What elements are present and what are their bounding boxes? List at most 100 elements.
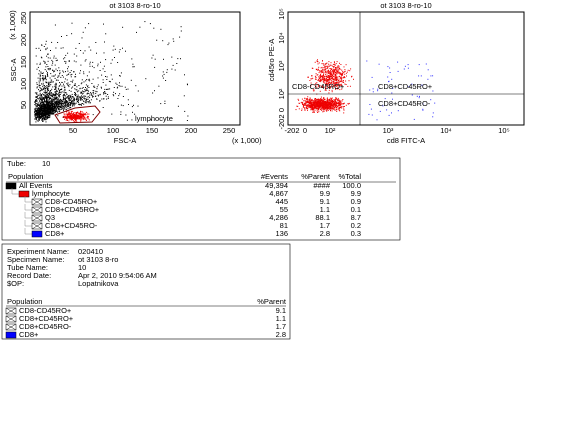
event-dot: [329, 84, 330, 86]
event-dot: [311, 107, 313, 109]
event-dot: [54, 107, 56, 109]
event-dot: [57, 111, 59, 113]
event-dot: [37, 95, 39, 96]
event-dot: [72, 101, 73, 103]
event-dot: [339, 62, 340, 64]
event-dot: [42, 82, 44, 84]
event-dot: [338, 103, 340, 105]
y-axis-label: SSC-A: [9, 59, 18, 82]
event-dot: [77, 100, 79, 101]
event-dot: [66, 115, 68, 117]
event-dot: [46, 96, 48, 98]
event-dot: [295, 109, 297, 111]
event-dot: [46, 113, 48, 115]
event-dot: [42, 115, 44, 117]
event-dot: [47, 89, 49, 91]
event-dot: [330, 83, 332, 85]
event-dot: [51, 102, 53, 104]
event-dot: [306, 105, 308, 107]
event-dot: [55, 79, 57, 81]
event-dot: [39, 116, 41, 118]
event-dot: [50, 84, 52, 86]
event-dot: [311, 102, 313, 104]
cell: lymphocyte: [32, 189, 70, 198]
event-dot: [36, 68, 38, 70]
event-dot: [44, 110, 46, 112]
event-dot: [65, 61, 67, 63]
event-dot: [314, 84, 316, 86]
event-dot: [85, 98, 87, 100]
column-header: %Parent: [301, 172, 331, 181]
event-dot: [38, 116, 40, 118]
event-dot: [119, 85, 121, 87]
event-dot: [39, 104, 41, 106]
event-dot: [82, 114, 84, 116]
cell: CD8+: [19, 330, 39, 339]
event-dot: [39, 104, 41, 106]
event-dot: [62, 105, 64, 107]
event-dot: [119, 75, 121, 77]
event-dot: [333, 82, 335, 84]
event-dot: [314, 78, 316, 80]
event-dot: [55, 107, 57, 109]
event-dot: [316, 99, 318, 101]
event-dot: [347, 103, 349, 105]
event-dot: [92, 90, 94, 92]
event-dot: [43, 94, 45, 96]
cell: 88.1: [315, 213, 330, 222]
event-dot: [344, 73, 346, 75]
event-dot: [65, 105, 67, 107]
event-dot: [328, 77, 330, 79]
event-dot: [74, 103, 76, 105]
event-dot: [83, 116, 85, 118]
event-dot: [63, 101, 65, 103]
event-dot: [391, 78, 393, 80]
event-dot: [46, 73, 48, 75]
event-dot: [324, 69, 326, 71]
event-dot: [47, 114, 49, 116]
event-dot: [386, 109, 388, 111]
event-dot: [36, 92, 37, 94]
event-dot: [49, 67, 51, 69]
event-dot: [319, 78, 321, 80]
event-dot: [164, 103, 166, 104]
event-dot: [379, 110, 381, 112]
event-dot: [56, 93, 58, 95]
event-dot: [68, 96, 70, 98]
event-dot: [53, 101, 55, 103]
event-dot: [73, 115, 75, 117]
event-dot: [110, 62, 112, 64]
event-dot: [46, 107, 48, 109]
event-dot: [325, 104, 327, 106]
event-dot: [45, 92, 47, 94]
event-dot: [97, 63, 99, 65]
event-dot: [104, 41, 105, 43]
event-dot: [408, 86, 410, 88]
event-dot: [46, 85, 48, 87]
event-dot: [49, 109, 51, 111]
event-dot: [326, 76, 328, 78]
event-dot: [323, 101, 325, 103]
event-dot: [173, 40, 175, 42]
event-dot: [38, 111, 40, 113]
event-dot: [43, 46, 45, 47]
swatch: [5, 331, 17, 339]
event-dot: [298, 99, 300, 101]
event-dot: [54, 106, 56, 108]
event-dot: [51, 92, 53, 94]
event-dot: [337, 87, 338, 89]
event-dot: [42, 114, 44, 115]
event-dot: [88, 93, 90, 94]
event-dot: [52, 96, 53, 98]
event-dot: [75, 61, 77, 63]
event-dot: [73, 105, 75, 107]
event-dot: [109, 81, 111, 83]
event-dot: [335, 97, 337, 98]
event-dot: [64, 78, 66, 80]
event-dot: [163, 58, 164, 60]
field-value: Apr 2, 2010 9:54:06 AM: [78, 271, 157, 280]
event-dot: [326, 107, 328, 109]
event-dot: [333, 72, 335, 74]
event-dot: [313, 101, 315, 102]
event-dot: [84, 60, 86, 62]
